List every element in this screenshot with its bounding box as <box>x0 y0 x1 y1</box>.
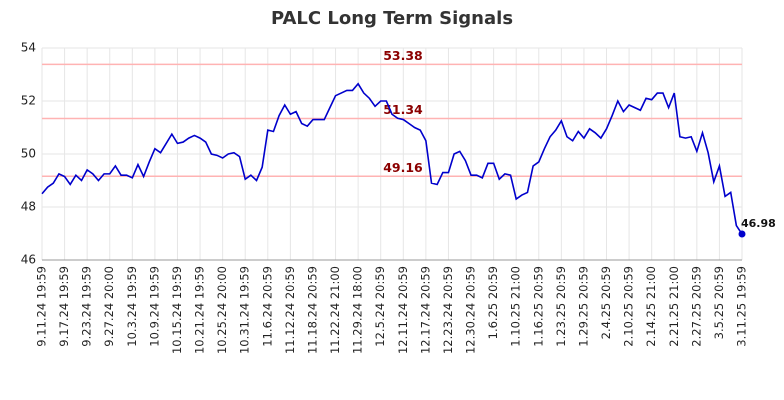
price-line <box>41 82 743 235</box>
x-tick-label: 11.29.24 18:00 <box>351 266 365 354</box>
x-tick-label: 10.15.24 19:59 <box>170 266 184 354</box>
x-tick-label: 10.21.24 19:59 <box>193 266 207 354</box>
x-tick-label: 12.23.24 20:59 <box>441 266 455 354</box>
chart-title: PALC Long Term Signals <box>271 8 513 29</box>
x-tick-label: 12.30.24 20:59 <box>464 266 478 354</box>
x-tick-label: 12.5.24 20:59 <box>373 266 387 347</box>
x-tick-label: 11.6.24 20:59 <box>260 266 274 347</box>
x-tick-label: 2.27.25 20:59 <box>689 266 703 347</box>
x-tick-label: 11.18.24 20:59 <box>305 266 319 354</box>
y-tick-label: 50 <box>21 147 36 161</box>
x-tick-label: 1.29.25 20:59 <box>576 266 590 347</box>
x-tick-label: 12.11.24 20:59 <box>396 266 410 354</box>
last-point <box>738 230 746 238</box>
x-tick-label: 12.17.24 20:59 <box>418 266 432 354</box>
signal-label: 51.34 <box>383 102 423 117</box>
x-tick-label: 10.25.24 20:00 <box>215 266 229 354</box>
x-tick-label: 2.21.25 21:00 <box>667 266 681 347</box>
x-tick-label: 11.12.24 20:59 <box>283 266 297 354</box>
x-tick-label: 3.11.25 19:59 <box>735 266 749 347</box>
x-tick-label: 2.14.25 21:00 <box>644 266 658 347</box>
x-tick-label: 9.11.24 19:59 <box>35 266 49 347</box>
y-tick-label: 48 <box>21 200 36 214</box>
x-tick-label: 1.10.25 21:00 <box>509 266 523 347</box>
x-tick-label: 9.17.24 19:59 <box>57 266 71 347</box>
y-tick-label: 52 <box>21 94 36 108</box>
x-tick-label: 2.4.25 20:59 <box>599 266 613 339</box>
x-tick-label: 2.10.25 20:59 <box>622 266 636 347</box>
signal-label: 49.16 <box>383 160 423 175</box>
x-tick-label: 9.27.24 20:00 <box>102 266 116 347</box>
x-tick-label: 10.9.24 19:59 <box>147 266 161 347</box>
y-tick-label: 54 <box>21 41 36 55</box>
x-tick-label: 3.5.25 20:59 <box>712 266 726 339</box>
x-tick-label: 10.3.24 19:59 <box>125 266 139 347</box>
x-tick-label: 1.16.25 20:59 <box>531 266 545 347</box>
x-tick-label: 11.22.24 21:00 <box>328 266 342 354</box>
x-tick-label: 9.23.24 19:59 <box>80 266 94 347</box>
y-tick-label: 46 <box>21 253 36 267</box>
x-tick-label: 1.6.25 20:59 <box>486 266 500 339</box>
last-value-label: 46.98 <box>741 217 776 230</box>
x-tick-label: 1.23.25 20:59 <box>554 266 568 347</box>
x-tick-label: 10.31.24 19:59 <box>238 266 252 354</box>
signal-label: 53.38 <box>383 48 423 63</box>
